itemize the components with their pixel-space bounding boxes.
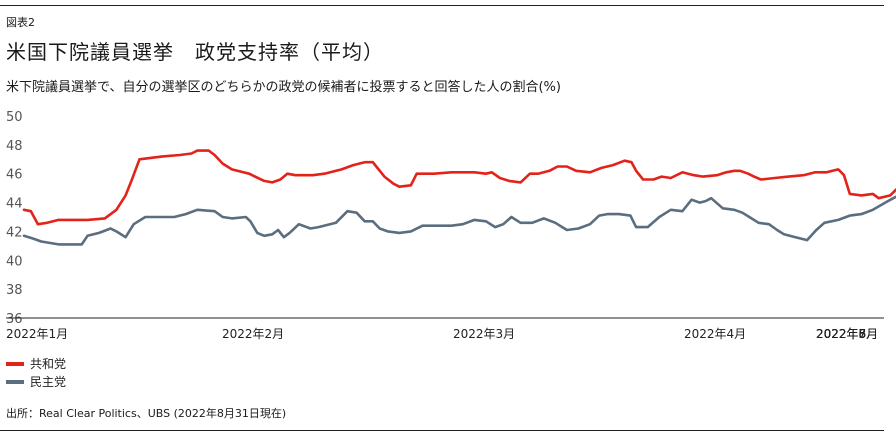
y-tick-label: 36 xyxy=(6,312,23,327)
x-tick-label: 2022年2月 xyxy=(222,327,284,341)
legend-label: 共和党 xyxy=(30,356,66,371)
y-tick-label: 44 xyxy=(6,197,23,212)
x-tick-label: 2022年8月 xyxy=(816,327,878,341)
x-tick-label: 2022年3月 xyxy=(453,327,515,341)
legend-label: 民主党 xyxy=(30,374,66,389)
x-tick-label: 2022年6月 xyxy=(816,327,878,341)
y-tick-label: 42 xyxy=(6,225,23,240)
bottom-rule xyxy=(0,430,884,431)
x-tick-label: 2022年4月 xyxy=(684,327,746,341)
y-tick-label: 48 xyxy=(6,139,23,154)
series-line-democrat xyxy=(22,195,896,246)
x-axis: 2022年1月 2022年2月 2022年3月 2022年4月 2022年5月2022年… xyxy=(6,317,884,341)
x-tick-label: 2022年7月 xyxy=(816,327,878,341)
series-layer xyxy=(22,149,896,246)
chart-subtitle: 米下院議員選挙で、自分の選挙区のどちらかの政党の候補者に投票すると回答した人の割… xyxy=(6,80,561,95)
x-tick-label: 2022年1月 xyxy=(6,327,68,341)
y-axis: 36 38 40 42 44 46 48 50 xyxy=(6,110,23,327)
y-tick-label: 50 xyxy=(6,110,23,125)
series-line-republican xyxy=(22,149,896,226)
y-tick-label: 40 xyxy=(6,254,23,269)
y-tick-label: 38 xyxy=(6,283,23,298)
figure-label: 図表2 xyxy=(6,16,35,29)
source-note: 出所：Real Clear Politics、UBS (2022年8月31日現在… xyxy=(6,407,287,420)
chart-title: 米国下院議員選挙 政党支持率（平均） xyxy=(6,40,384,64)
y-tick-label: 46 xyxy=(6,168,23,183)
x-tick-label: 2022年5月 xyxy=(816,327,878,341)
top-rule xyxy=(0,5,884,6)
